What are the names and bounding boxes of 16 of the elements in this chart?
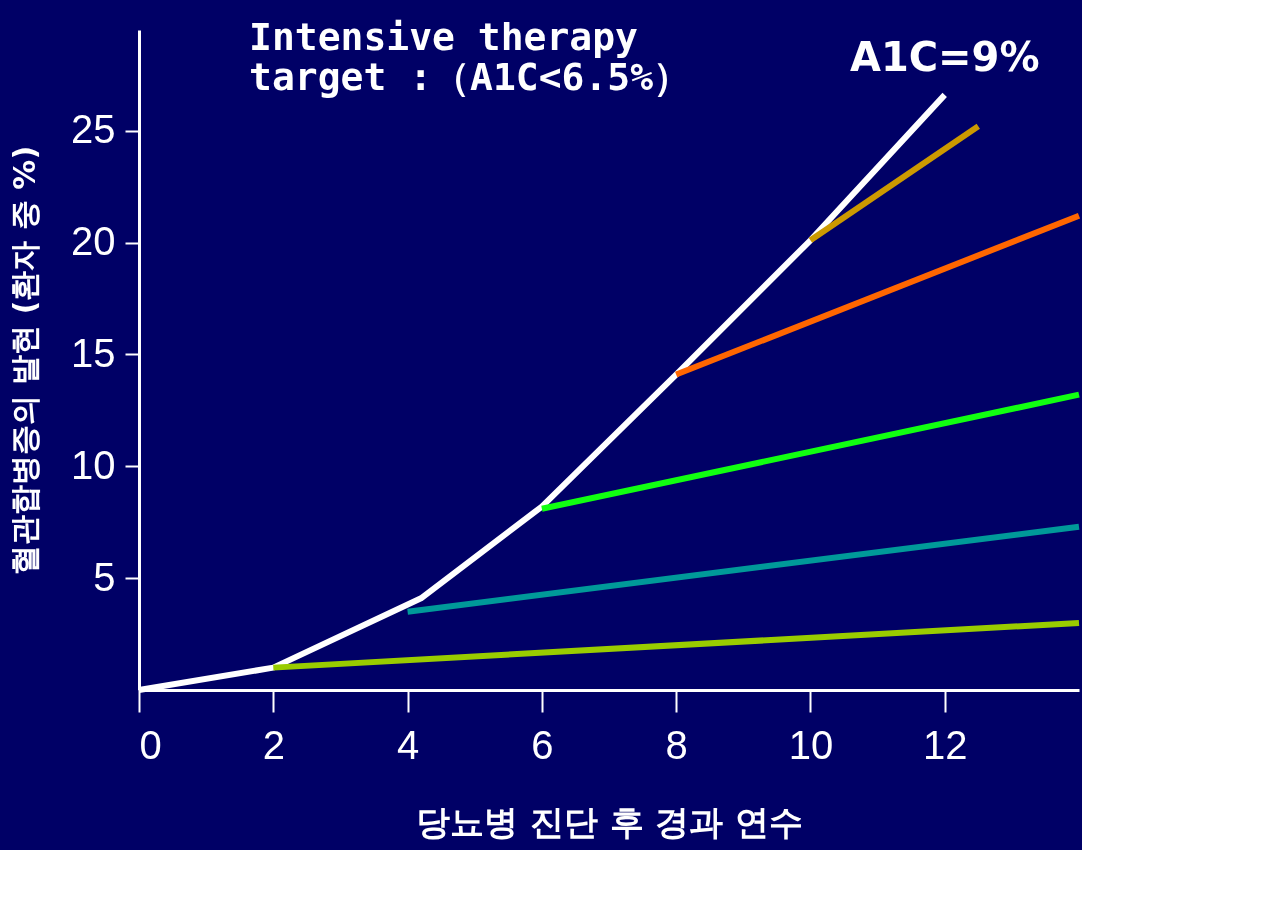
x-tick-label: 0 [139, 722, 162, 767]
x-tick-label: 10 [788, 722, 834, 767]
x-tick-label: 6 [531, 722, 554, 767]
x-tick-label: 8 [665, 722, 688, 767]
y-tick-label: 25 [71, 107, 116, 152]
y-axis-title: 혈관합병증의 발현 (환자 중 %) [7, 145, 43, 576]
annotation: A1C=9% [849, 33, 1040, 80]
x-tick-label: 12 [922, 722, 968, 767]
x-tick-label: 2 [262, 722, 285, 767]
y-tick-label: 15 [71, 330, 116, 375]
x-axis-title: 당뇨병 진단 후 경과 연수 [415, 801, 804, 842]
y-tick-label: 5 [93, 554, 116, 599]
annotation: Intensive therapy target :（A1C<6.5%） [249, 15, 692, 99]
y-tick-label: 20 [71, 219, 116, 264]
y-tick-label: 10 [71, 442, 116, 487]
x-tick-label: 4 [396, 722, 420, 767]
